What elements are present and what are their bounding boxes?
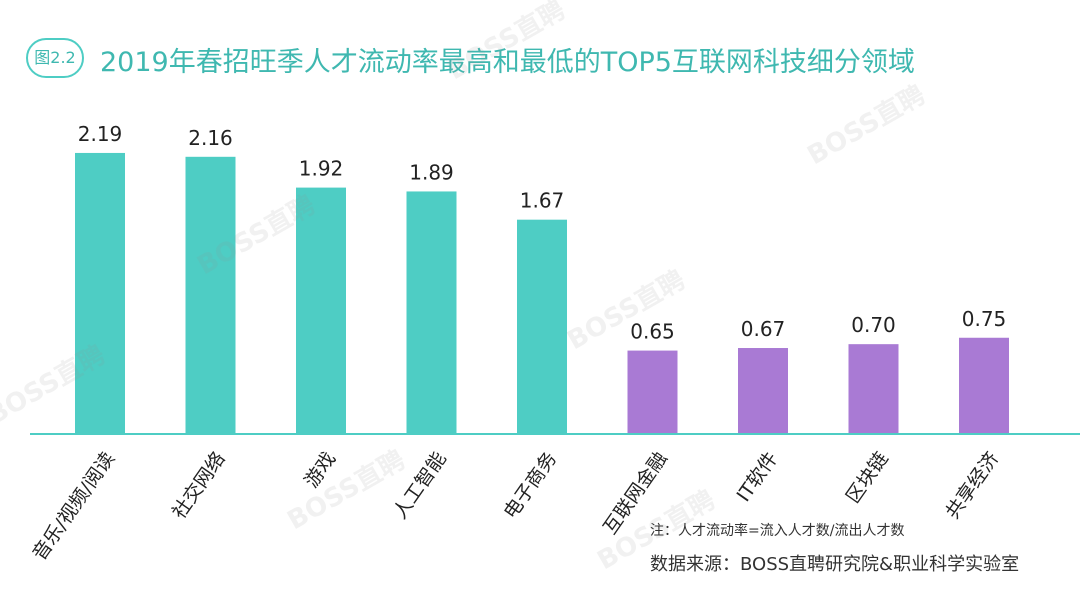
- bar-6: [627, 350, 678, 434]
- category-label: 共享经济: [942, 448, 1004, 523]
- data-label: 2.19: [78, 122, 123, 146]
- category-label: 电子商务: [500, 448, 562, 523]
- category-label: IT软件: [733, 448, 783, 506]
- data-label: 0.75: [962, 307, 1007, 331]
- category-label: 社交网络: [168, 448, 230, 523]
- chart-title: 2019年春招旺季人才流动率最高和最低的TOP5互联网科技细分领域: [100, 47, 915, 78]
- data-label: 2.16: [188, 126, 233, 150]
- bar-1: [75, 152, 125, 434]
- data-label: 0.67: [741, 317, 786, 341]
- data-source: 数据来源：BOSS直聘研究院&职业科学实验室: [650, 554, 1020, 575]
- data-label: 1.92: [299, 157, 344, 181]
- data-label: 0.70: [851, 313, 896, 337]
- category-label: 音乐/视频/阅读: [28, 448, 119, 564]
- bar-8: [848, 344, 899, 434]
- data-label: 1.89: [409, 160, 454, 184]
- bar-3: [296, 187, 346, 434]
- bar-4: [406, 191, 457, 434]
- data-label: 1.67: [520, 189, 565, 213]
- figure-badge: 图2.2: [26, 38, 84, 78]
- category-label: 区块链: [842, 448, 893, 507]
- bar-9: [959, 337, 1009, 434]
- bar-5: [517, 219, 567, 434]
- data-label: 0.65: [630, 320, 675, 344]
- bar-7: [738, 348, 788, 434]
- bar-2: [185, 156, 236, 435]
- formula-note: 注：人才流动率=流入人才数/流出人才数: [650, 523, 905, 539]
